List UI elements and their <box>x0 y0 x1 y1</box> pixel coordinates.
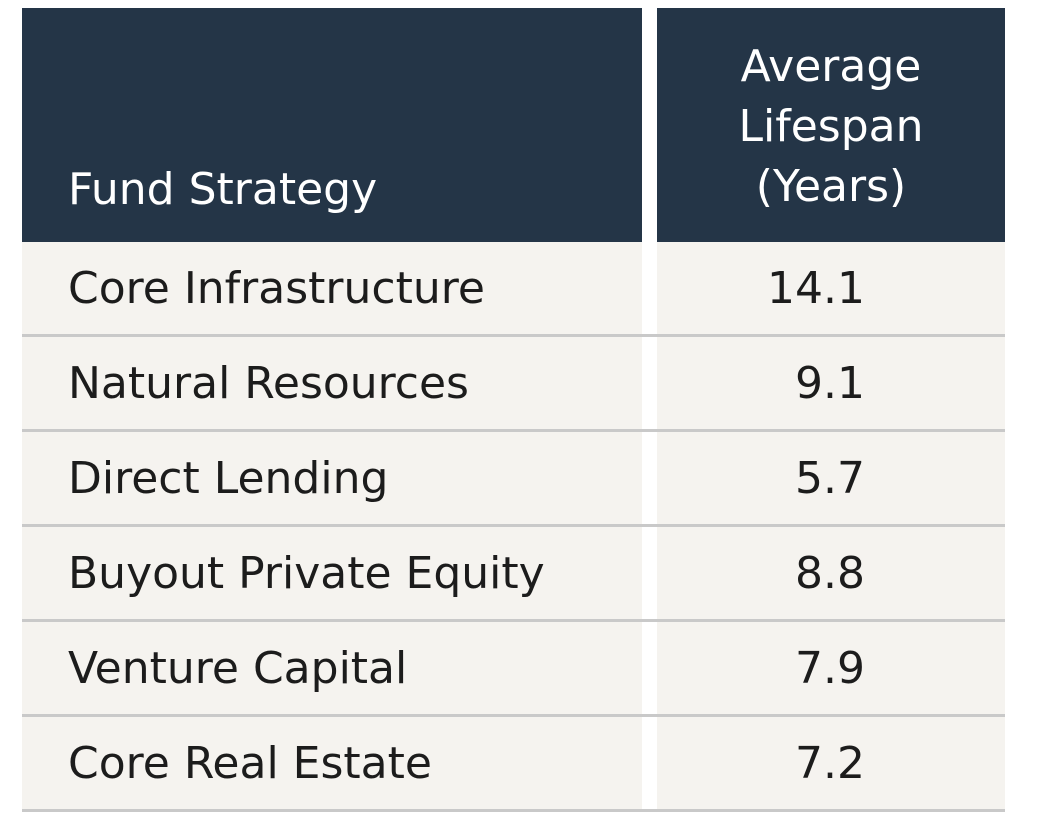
header-fund-strategy-label: Fund Strategy <box>68 164 378 215</box>
table-row: Core Infrastructure 14.1 <box>22 242 1005 337</box>
table-row: Natural Resources 9.1 <box>22 337 1005 432</box>
row-strategy: Venture Capital <box>22 622 642 714</box>
row-lifespan: 14.1 <box>657 242 1005 334</box>
header-average-lifespan-label: Average Lifespan (Years) <box>738 41 924 212</box>
row-lifespan: 8.8 <box>657 527 1005 619</box>
header-fund-strategy: Fund Strategy <box>22 8 642 242</box>
table-row: Buyout Private Equity 8.8 <box>22 527 1005 622</box>
table-row: Core Real Estate 7.2 <box>22 717 1005 812</box>
row-lifespan: 7.2 <box>657 717 1005 809</box>
table-row: Venture Capital 7.9 <box>22 622 1005 717</box>
header-average-lifespan: Average Lifespan (Years) <box>657 8 1005 242</box>
row-strategy: Core Real Estate <box>22 717 642 809</box>
row-lifespan: 7.9 <box>657 622 1005 714</box>
row-strategy: Buyout Private Equity <box>22 527 642 619</box>
row-lifespan: 5.7 <box>657 432 1005 524</box>
lifespan-table: Fund Strategy Average Lifespan (Years) C… <box>22 8 1005 812</box>
row-strategy: Natural Resources <box>22 337 642 429</box>
row-lifespan: 9.1 <box>657 337 1005 429</box>
table-row: Direct Lending 5.7 <box>22 432 1005 527</box>
row-strategy: Core Infrastructure <box>22 242 642 334</box>
row-strategy: Direct Lending <box>22 432 642 524</box>
table-header: Fund Strategy Average Lifespan (Years) <box>22 8 1005 242</box>
